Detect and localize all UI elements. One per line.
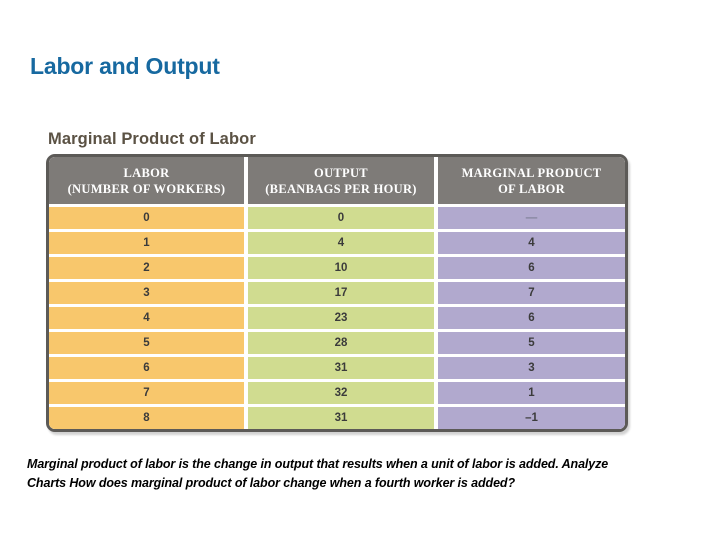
column-header-line: OF LABOR — [498, 182, 565, 196]
column-header-marginal-product: MARGINAL PRODUCT OF LABOR — [438, 157, 625, 204]
table-row: 2 10 6 — [49, 257, 625, 279]
column-header-line: OUTPUT — [314, 166, 368, 180]
table-cell: 0 — [49, 207, 244, 229]
page-title: Labor and Output — [30, 53, 220, 79]
table-cell: 5 — [49, 332, 244, 354]
table-cell: 32 — [248, 382, 434, 404]
column-header-line: LABOR — [123, 166, 170, 180]
table-cell: 6 — [438, 307, 625, 329]
table-cell: 31 — [248, 357, 434, 379]
table-cell: 3 — [49, 282, 244, 304]
table-cell: 1 — [49, 232, 244, 254]
column-header-line: MARGINAL PRODUCT — [461, 166, 602, 180]
table-cell: — — [438, 207, 625, 229]
table-row: 3 17 7 — [49, 282, 625, 304]
table-cell: –1 — [438, 407, 625, 429]
column-header-output: OUTPUT (BEANBAGS PER HOUR) — [248, 157, 434, 204]
table-row: 8 31 –1 — [49, 407, 625, 429]
figure-caption: Marginal product of labor is the change … — [27, 455, 667, 493]
table-cell: 7 — [438, 282, 625, 304]
table-title: Marginal Product of Labor — [48, 130, 256, 148]
table-header-row: LABOR (NUMBER OF WORKERS) OUTPUT (BEANBA… — [49, 157, 625, 204]
table-cell: 6 — [49, 357, 244, 379]
table-cell: 4 — [438, 232, 625, 254]
table-cell: 28 — [248, 332, 434, 354]
table-cell: 17 — [248, 282, 434, 304]
table-cell: 5 — [438, 332, 625, 354]
table-cell: 4 — [49, 307, 244, 329]
table-body: 0 0—1 4 4 2 10 6 3 17 7 4 23 6 5 28 5 6 31 3 7 32 1 8 31 –1 — [49, 204, 625, 429]
caption-line-2: Charts How does marginal product of labo… — [27, 476, 515, 490]
caption-line-1: Marginal product of labor is the change … — [27, 457, 609, 471]
table-row: 6 31 3 — [49, 357, 625, 379]
mpl-table: LABOR (NUMBER OF WORKERS) OUTPUT (BEANBA… — [46, 154, 628, 432]
table-row: 5 28 5 — [49, 332, 625, 354]
table-cell: 6 — [438, 257, 625, 279]
column-header-line: (NUMBER OF WORKERS) — [67, 182, 226, 196]
column-header-labor: LABOR (NUMBER OF WORKERS) — [49, 157, 244, 204]
table-cell: 0 — [248, 207, 434, 229]
table-cell: 23 — [248, 307, 434, 329]
table-cell: 8 — [49, 407, 244, 429]
table-row: 7 32 1 — [49, 382, 625, 404]
figure-marginal-product-of-labor: Marginal Product of Labor LABOR (NUMBER … — [46, 130, 628, 432]
table-cell: 31 — [248, 407, 434, 429]
table-row: 4 23 6 — [49, 307, 625, 329]
column-header-line: (BEANBAGS PER HOUR) — [265, 182, 417, 196]
table-cell: 2 — [49, 257, 244, 279]
table-row: 0 0— — [49, 207, 625, 229]
table-cell: 4 — [248, 232, 434, 254]
table-cell: 3 — [438, 357, 625, 379]
table-cell: 10 — [248, 257, 434, 279]
table-cell: 1 — [438, 382, 625, 404]
table-cell: 7 — [49, 382, 244, 404]
